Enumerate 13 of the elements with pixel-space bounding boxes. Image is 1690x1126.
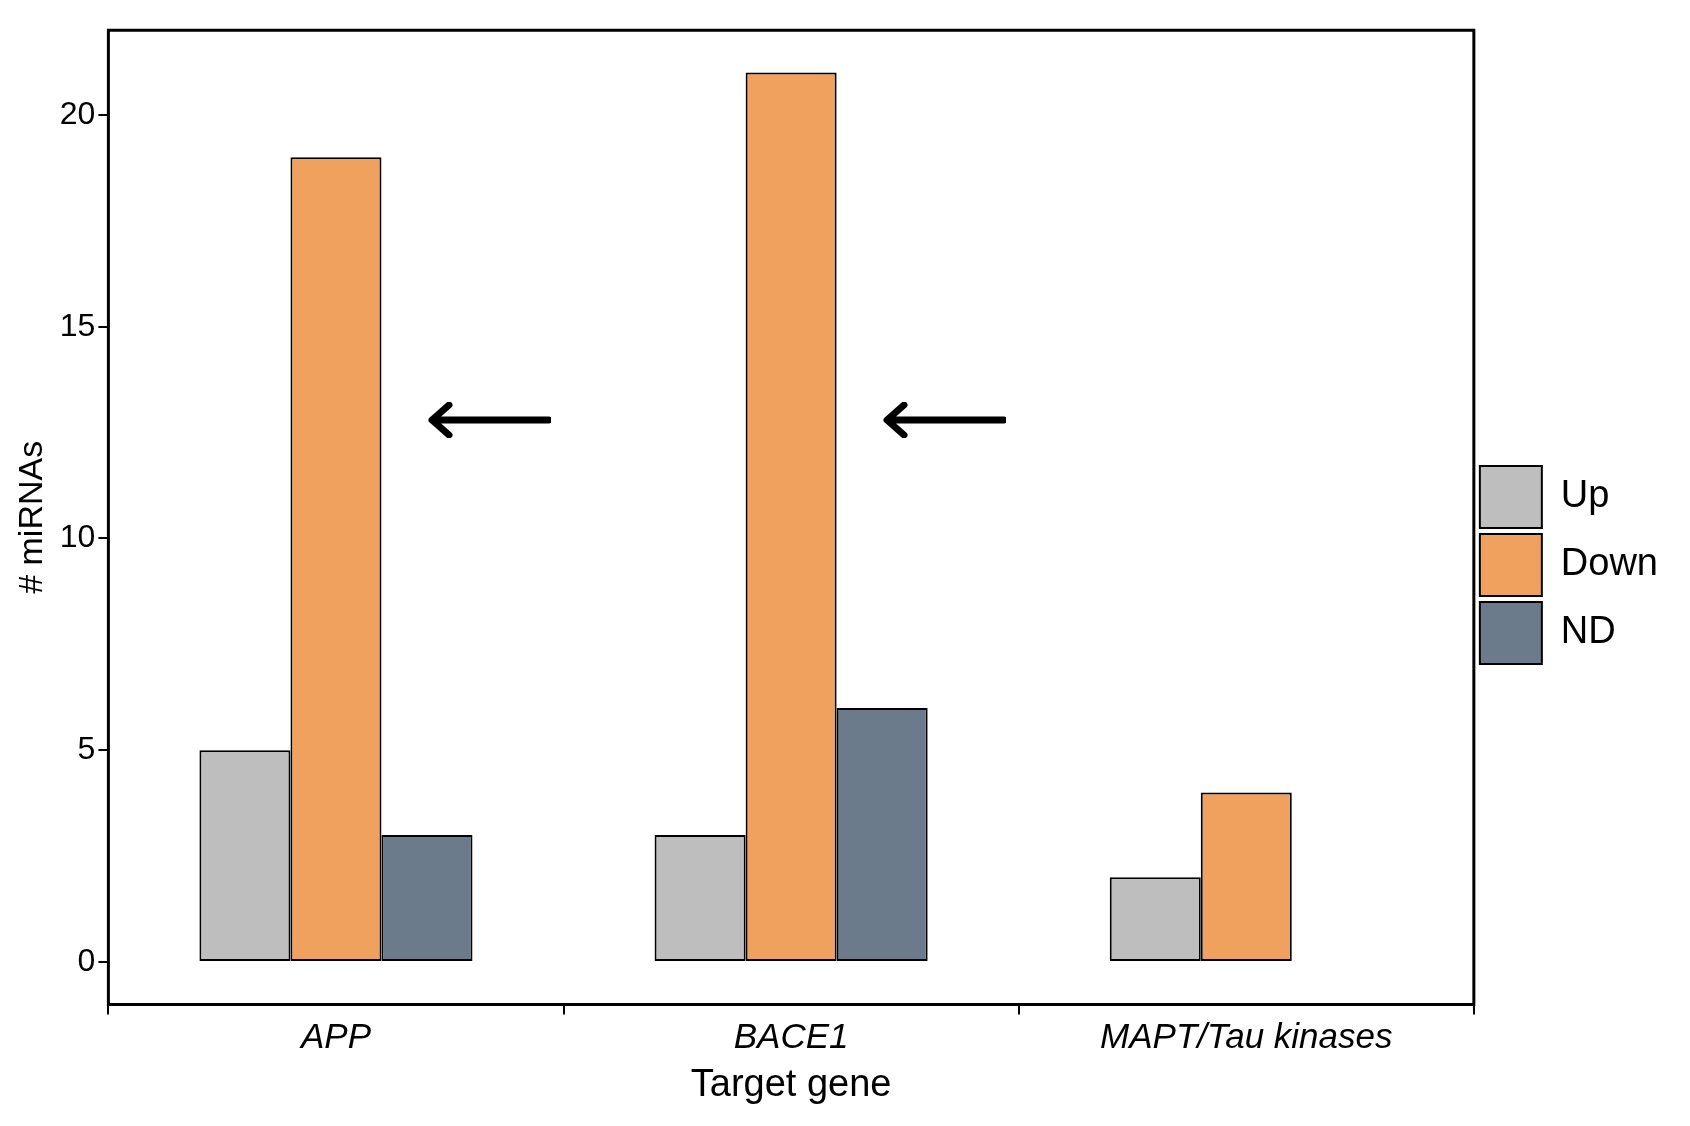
- y-tick-label: 0: [77, 941, 96, 978]
- legend-label: Up: [1560, 473, 1610, 516]
- y-tick-label: 20: [59, 94, 96, 131]
- y-tick-label: 5: [77, 730, 96, 767]
- y-tick-label: 10: [59, 518, 96, 555]
- x-tick-label: MAPT/Tau kinases: [1100, 1016, 1393, 1056]
- legend-label: Down: [1560, 541, 1658, 584]
- x-tick-label: APP: [298, 1016, 372, 1056]
- y-axis-title: # miRNAs: [10, 440, 49, 594]
- legend-label: ND: [1560, 609, 1616, 652]
- y-tick-label: 15: [59, 306, 96, 343]
- x-axis-title: Target gene: [690, 1061, 892, 1104]
- x-tick-label: BACE1: [733, 1016, 849, 1056]
